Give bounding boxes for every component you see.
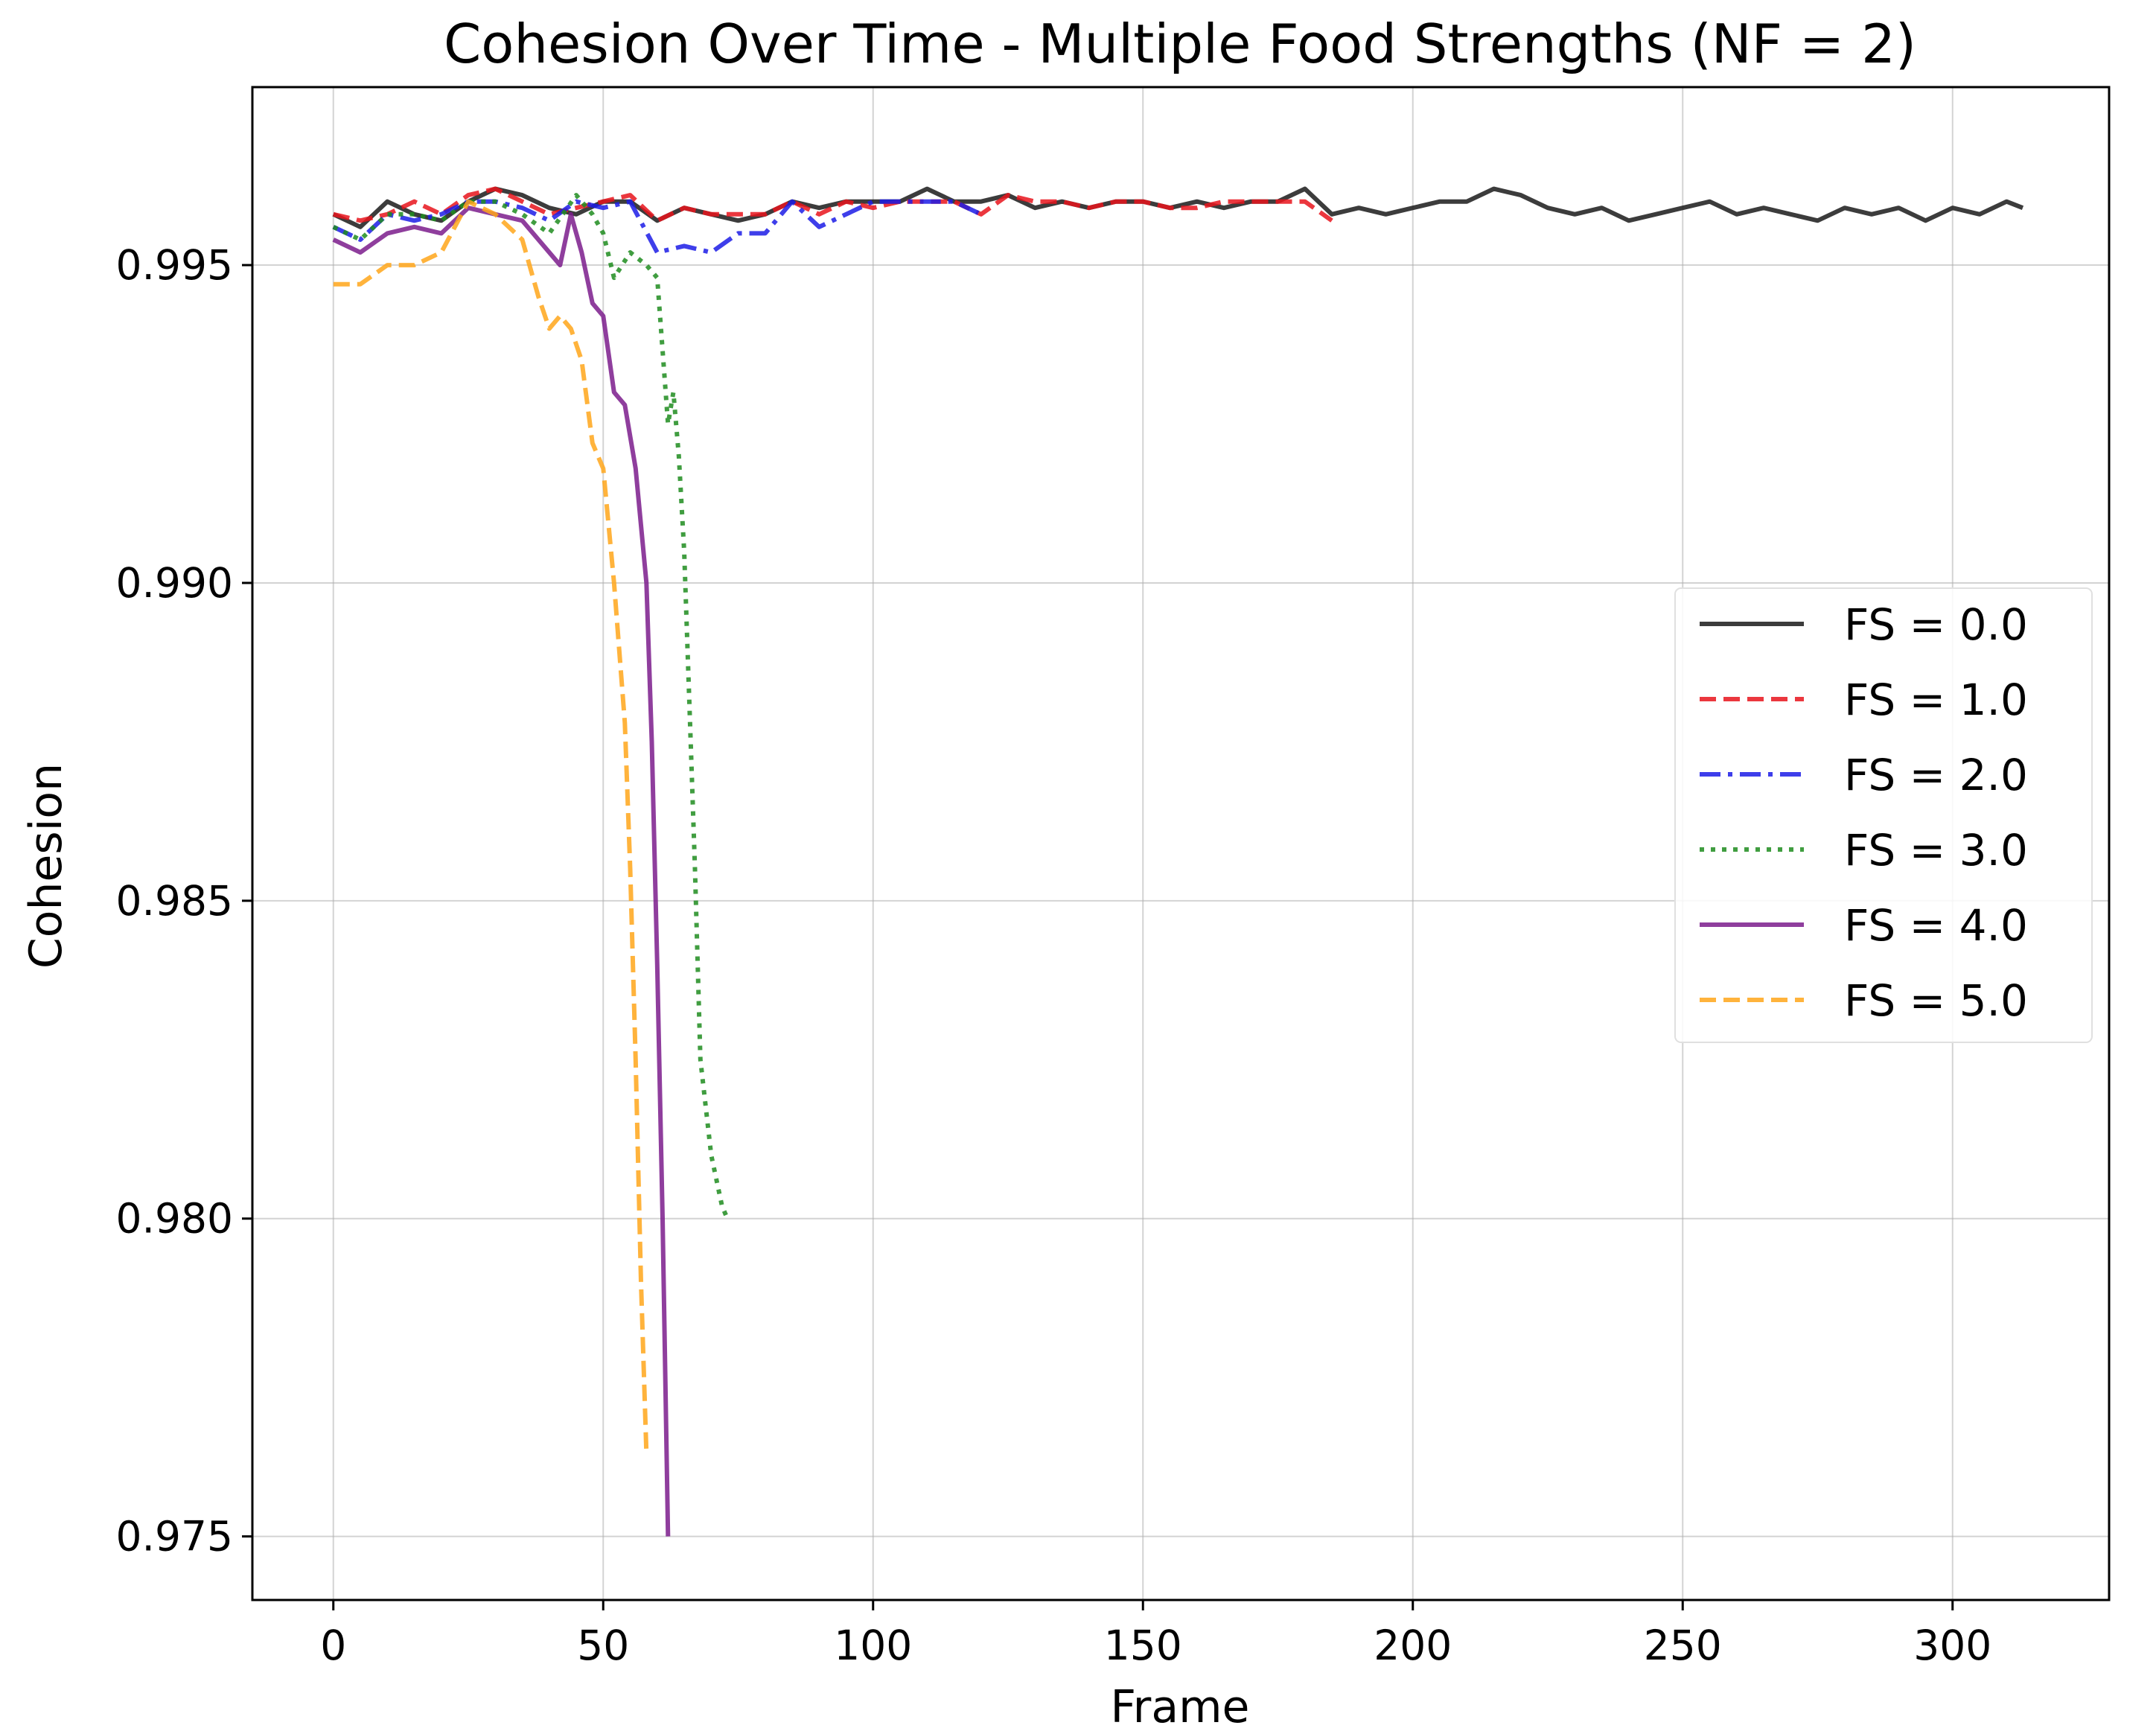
- series-line-4: [332, 205, 671, 1537]
- x-tick-label: 250: [1644, 1622, 1722, 1669]
- series-layer: [332, 186, 2024, 1537]
- legend-label-5: FS = 5.0: [1844, 975, 2028, 1026]
- y-axis: 0.975 0.980 0.985 0.990 0.995: [116, 241, 252, 1561]
- y-tick-label: 0.990: [116, 559, 233, 607]
- legend: FS = 0.0 FS = 1.0 FS = 2.0 FS = 3.0 FS = 4.0…: [1674, 587, 2093, 1043]
- x-tick-label: 0: [320, 1622, 346, 1669]
- chart-title: Cohesion Over Time - Multiple Food Stren…: [444, 13, 1916, 75]
- x-axis: 0 50 100 150 200 250 300: [320, 1600, 1991, 1669]
- legend-label-0: FS = 0.0: [1844, 599, 2028, 650]
- x-tick-label: 100: [834, 1622, 912, 1669]
- legend-frame: [1674, 587, 2093, 1043]
- legend-label-2: FS = 2.0: [1844, 750, 2028, 800]
- x-tick-label: 300: [1913, 1622, 1991, 1669]
- x-tick-label: 200: [1374, 1622, 1452, 1669]
- y-tick-label: 0.975: [116, 1513, 233, 1561]
- series-line-3: [332, 193, 730, 1220]
- x-axis-label: Frame: [1111, 1681, 1250, 1733]
- series-line-5: [333, 199, 649, 1454]
- series-line-2: [332, 199, 983, 255]
- series-line-0: [332, 186, 2024, 229]
- legend-label-1: FS = 1.0: [1844, 675, 2028, 725]
- x-tick-label: 150: [1104, 1622, 1182, 1669]
- y-tick-label: 0.980: [116, 1195, 233, 1243]
- series-line-1: [333, 186, 1333, 223]
- y-tick-label: 0.995: [116, 241, 233, 289]
- y-axis-label: Cohesion: [20, 763, 72, 969]
- y-tick-label: 0.985: [116, 877, 233, 925]
- plot-area-frame: [251, 86, 2111, 1601]
- x-tick-label: 50: [577, 1622, 629, 1669]
- legend-label-3: FS = 3.0: [1844, 825, 2028, 876]
- legend-label-4: FS = 4.0: [1844, 900, 2028, 951]
